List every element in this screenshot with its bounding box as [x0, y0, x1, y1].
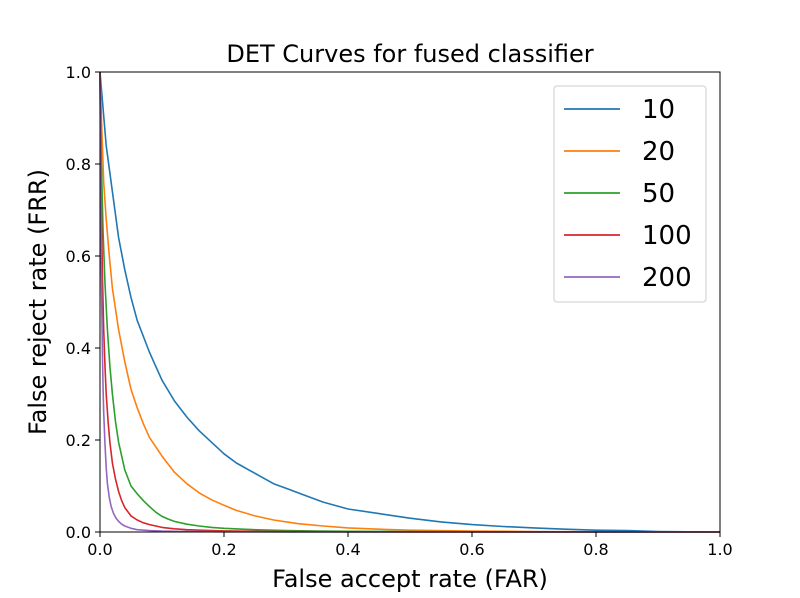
x-tick-label: 0.4	[335, 540, 360, 559]
x-axis: 0.0 0.2 0.4 0.6 0.8 1.0	[87, 532, 733, 559]
x-tick-label: 0.8	[583, 540, 608, 559]
y-axis: 0.0 0.2 0.4 0.6 0.8 1.0	[66, 63, 100, 542]
y-tick-label: 0.2	[66, 431, 91, 450]
y-tick-label: 0.8	[66, 155, 91, 174]
legend-label-10: 10	[642, 95, 675, 125]
chart-title: DET Curves for fused classifier	[226, 40, 593, 68]
plot-frame	[99, 71, 721, 533]
x-tick-label: 1.0	[707, 540, 732, 559]
x-axis-label: False accept rate (FAR)	[272, 565, 548, 593]
legend-label-20: 20	[642, 137, 675, 167]
y-axis-label: False reject rate (FRR)	[24, 169, 52, 435]
y-tick-label: 0.6	[66, 247, 91, 266]
y-tick-label: 1.0	[66, 63, 91, 82]
legend-box	[553, 85, 707, 303]
x-tick-label: 0.6	[459, 540, 484, 559]
series-line-20	[99, 71, 721, 533]
y-tick-label: 0.4	[66, 339, 91, 358]
x-tick-label: 0.2	[211, 540, 236, 559]
legend-label-200: 200	[642, 263, 692, 293]
y-tick-label: 0.0	[66, 523, 91, 542]
x-tick-label: 0.0	[87, 540, 112, 559]
plot-area	[99, 71, 721, 533]
legend: 10 20 50 100 200	[553, 85, 707, 303]
series-line-10	[99, 71, 721, 533]
legend-label-50: 50	[642, 179, 675, 209]
legend-label-100: 100	[642, 221, 692, 251]
series-line-50	[99, 71, 721, 533]
